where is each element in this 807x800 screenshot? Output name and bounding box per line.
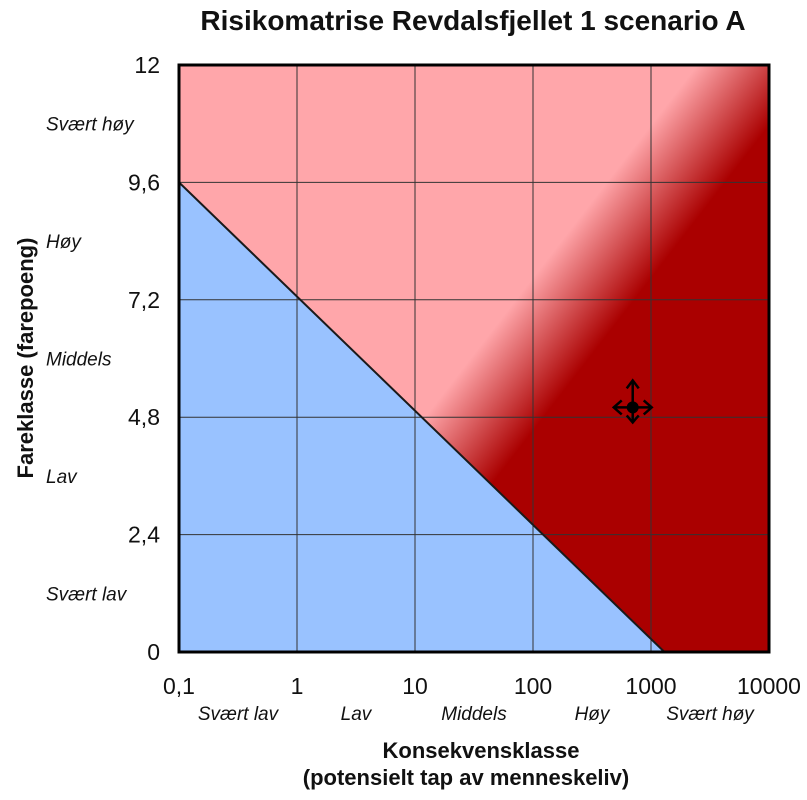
x-tick-label: 100 <box>514 673 552 699</box>
x-tick-label: 10000 <box>737 673 801 699</box>
y-tick-label: 2,4 <box>128 522 160 548</box>
acceptance-line <box>179 181 666 652</box>
x-class-label: Høy <box>575 704 611 725</box>
x-axis-subtitle: (potensielt tap av menneskeliv) <box>303 765 629 790</box>
plot-area <box>179 65 769 652</box>
plot-border <box>177 63 771 654</box>
y-class-label: Høy <box>46 232 82 253</box>
y-tick-label: 7,2 <box>128 287 160 313</box>
chart-title: Risikomatrise Revdalsfjellet 1 scenario … <box>200 5 745 36</box>
scenario-arrow-left <box>611 399 623 416</box>
y-axis-title: Fareklasse (farepoeng) <box>13 238 38 479</box>
y-tick-label: 12 <box>134 52 160 78</box>
y-class-label: Middels <box>46 350 112 371</box>
scenario-arrow-down <box>625 414 640 425</box>
y-class-label: Lav <box>46 467 78 488</box>
y-tick-label: 9,6 <box>128 169 160 195</box>
x-tick-label: 0,1 <box>163 673 195 699</box>
scenario-arrow-right <box>642 399 654 416</box>
x-class-labels: Svært lav Lav Middels Høy Svært høy <box>198 704 755 725</box>
x-class-label: Svært lav <box>198 704 280 725</box>
y-class-label: Svært lav <box>46 584 128 605</box>
x-class-label: Middels <box>441 704 507 725</box>
y-tick-label: 0 <box>147 639 160 665</box>
y-tick-label: 4,8 <box>128 404 160 430</box>
x-axis-title: Konsekvensklasse <box>383 738 580 763</box>
x-class-label: Svært høy <box>666 704 755 725</box>
y-tick-labels: 0 2,4 4,8 7,2 9,6 12 <box>128 52 160 665</box>
x-tick-label: 10 <box>402 673 428 699</box>
y-class-labels: Svært lav Lav Middels Høy Svært høy <box>46 115 135 606</box>
y-class-label: Svært høy <box>46 115 135 136</box>
grid-lines <box>179 65 769 652</box>
x-tick-labels: 0,1 1 10 100 1000 10000 <box>163 673 801 699</box>
scenario-arrow-up <box>625 378 640 390</box>
x-class-label: Lav <box>341 704 373 725</box>
x-tick-label: 1000 <box>625 673 676 699</box>
x-tick-label: 1 <box>291 673 304 699</box>
scenario-point-marker <box>611 378 654 425</box>
